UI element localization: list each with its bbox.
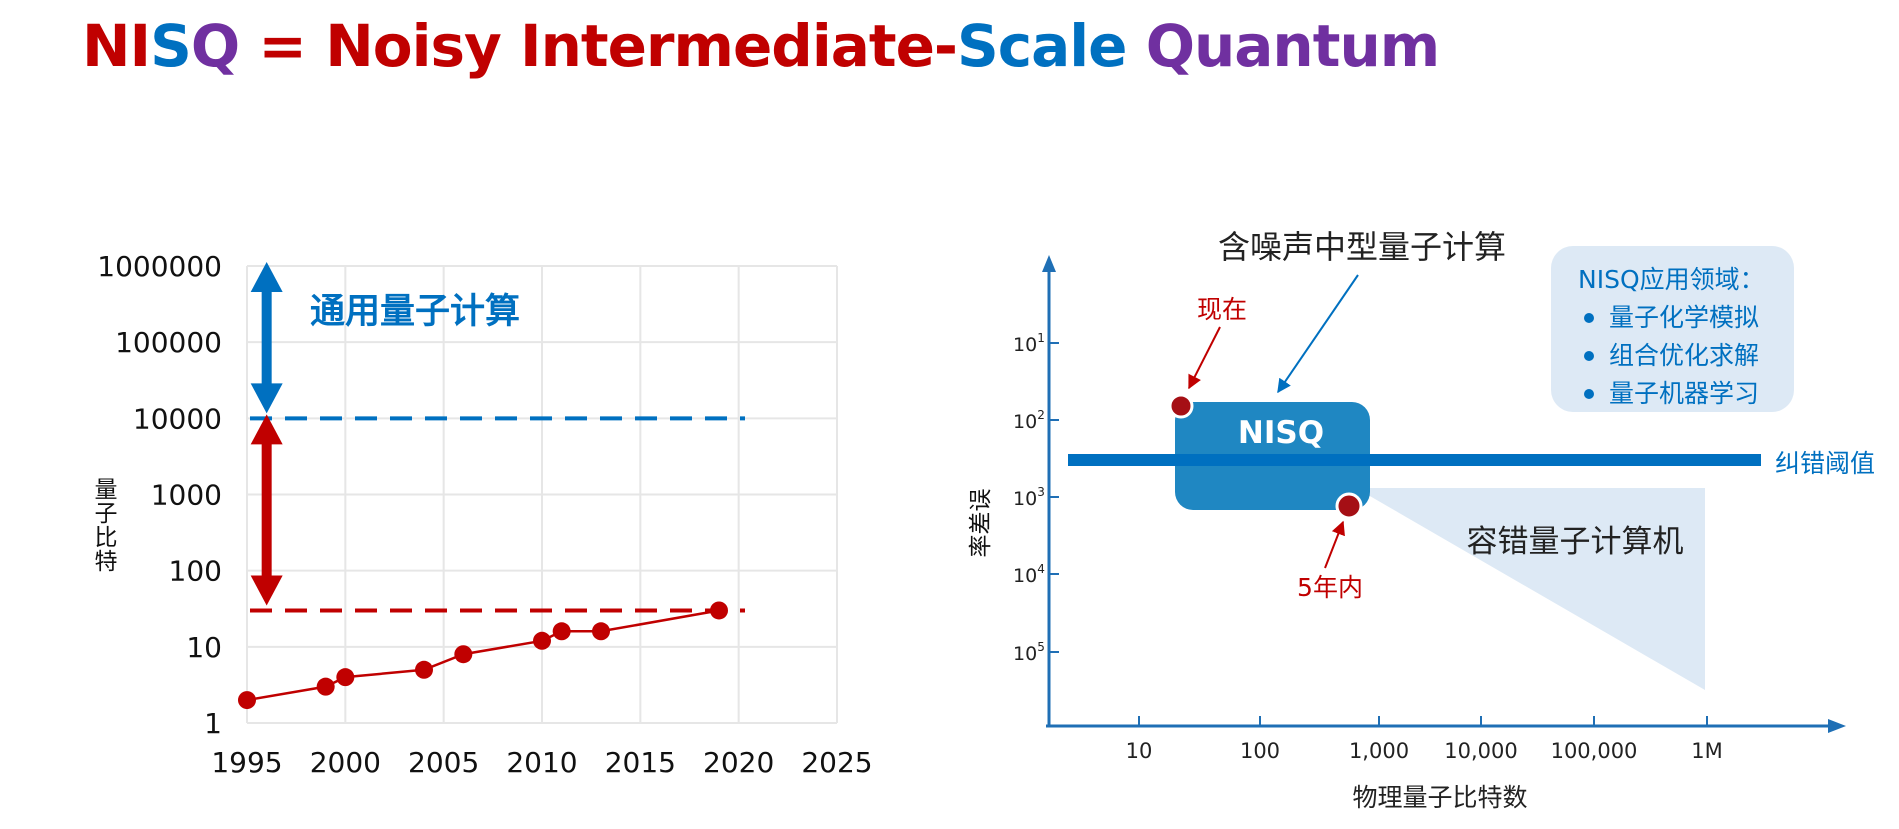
- application-bullet: [1584, 389, 1594, 399]
- qubit-growth-chart: 1 10 100 1000 10000 100000 1000000 1995 2000 200…: [95, 250, 873, 779]
- fault-tolerant-region: [1356, 488, 1705, 690]
- left-y-axis-label: 量子比特: [95, 477, 118, 575]
- qubit-series: [238, 601, 728, 710]
- nisq-diagram: 10 100 1,000 10,000 100,000 1M 10110210310410…: [968, 228, 1875, 812]
- right-y-tick-labels: 101 102 103 104 105: [1013, 331, 1059, 665]
- right-y-tick-label: 104: [1013, 562, 1045, 587]
- title-part: = Noisy Intermediate-: [239, 12, 958, 80]
- title-part: S: [150, 12, 192, 80]
- left-y-tick-label: 1000: [151, 479, 222, 512]
- right-x-tick-label: 100: [1240, 739, 1280, 763]
- qubit-data-point: [415, 660, 433, 679]
- left-x-tick-labels: 1995 2000 2005 2010 2015 2020 2025: [211, 746, 872, 779]
- now-label: 现在: [1197, 295, 1247, 324]
- application-item: 量子机器学习: [1609, 379, 1759, 408]
- now-pointer-arrow: [1188, 326, 1221, 390]
- left-x-tick-label: 2010: [506, 746, 577, 779]
- threshold-label: 纠错阈值: [1775, 449, 1875, 478]
- right-y-tick-label: 103: [1013, 485, 1045, 510]
- left-reference-lines: [250, 416, 745, 613]
- qubit-data-point: [336, 668, 355, 687]
- left-y-axis-label-char: 子: [95, 501, 118, 527]
- left-range-arrow: [250, 414, 283, 606]
- application-bullet: [1584, 313, 1594, 323]
- left-y-tick-label: 100000: [115, 326, 222, 359]
- error-threshold-line: [1068, 454, 1761, 466]
- right-y-axis-title-char: 率: [968, 535, 994, 558]
- right-y-axis-title: 误差率: [968, 489, 994, 558]
- right-y-tick-label: 102: [1013, 408, 1045, 433]
- left-x-tick-label: 2000: [310, 746, 381, 779]
- left-y-axis-label-char: 比: [95, 525, 118, 551]
- title-pointer-arrow: [1277, 274, 1359, 394]
- left-y-tick-label: 10: [186, 631, 222, 664]
- applications-heading: NISQ应用领域：: [1578, 265, 1765, 294]
- title-part: Scale: [956, 12, 1146, 80]
- title-part: NI: [82, 12, 151, 80]
- right-y-axis-title-char: 误: [968, 489, 994, 512]
- qubit-data-point: [454, 645, 473, 664]
- qubit-data-point: [316, 677, 335, 696]
- right-y-tick-label: 101: [1013, 331, 1045, 356]
- right-x-tick-label: 100,000: [1551, 739, 1638, 763]
- right-x-axis-arrowhead: [1828, 719, 1846, 733]
- right-x-tick-label: 1,000: [1349, 739, 1409, 763]
- left-y-tick-label: 1: [204, 707, 222, 740]
- qubit-data-point: [710, 601, 728, 620]
- right-x-tick-label: 1M: [1691, 739, 1722, 763]
- nisq-chinese-title: 含噪声中型量子计算: [1218, 228, 1506, 266]
- application-bullet: [1584, 351, 1594, 361]
- left-y-axis-label-char: 特: [95, 549, 118, 575]
- application-item: 组合优化求解: [1609, 341, 1759, 370]
- right-x-tick-label: 10: [1126, 739, 1153, 763]
- right-y-tick-label: 105: [1013, 640, 1045, 665]
- left-grid: [246, 265, 838, 724]
- left-range-arrow: [250, 262, 283, 414]
- applications-box: [1551, 246, 1794, 412]
- five-years-point: [1335, 492, 1363, 520]
- right-x-tick-labels: 10 100 1,000 10,000 100,000 1M: [1126, 716, 1723, 763]
- five-years-pointer-arrow: [1324, 520, 1345, 569]
- qubit-data-point: [238, 691, 256, 710]
- left-y-axis-label-char: 量: [95, 477, 118, 503]
- left-x-tick-label: 2005: [408, 746, 479, 779]
- universal-qc-annotation: 通用量子计算: [310, 292, 520, 332]
- left-x-tick-label: 2025: [801, 746, 872, 779]
- left-y-tick-label: 1000000: [97, 250, 222, 283]
- right-x-tick-label: 10,000: [1444, 739, 1517, 763]
- left-x-tick-label: 2020: [703, 746, 774, 779]
- nisq-label: NISQ: [1238, 415, 1324, 451]
- left-x-tick-label: 2015: [605, 746, 676, 779]
- title-part: Quantum: [1145, 12, 1440, 80]
- left-range-arrows: [250, 262, 283, 606]
- now-point: [1168, 393, 1194, 419]
- right-y-axis-arrowhead: [1042, 255, 1056, 272]
- right-x-axis-title: 物理量子比特数: [1352, 783, 1527, 812]
- slide-title: NISQ = Noisy Intermediate-Scale Quantum: [82, 12, 1440, 80]
- left-y-tick-label: 100: [169, 555, 222, 588]
- left-y-tick-labels: 1 10 100 1000 10000 100000 1000000: [97, 250, 222, 740]
- left-y-tick-label: 10000: [133, 402, 222, 435]
- application-item: 量子化学模拟: [1609, 303, 1759, 332]
- qubit-data-point: [592, 622, 610, 641]
- fault-tolerant-label: 容错量子计算机: [1467, 524, 1684, 560]
- left-x-tick-label: 1995: [211, 746, 282, 779]
- qubit-data-point: [533, 631, 551, 650]
- right-y-axis-title-char: 差: [968, 512, 994, 535]
- qubit-data-point: [552, 622, 571, 641]
- title-part: Q: [190, 12, 240, 80]
- five-years-label: 5年内: [1297, 573, 1363, 602]
